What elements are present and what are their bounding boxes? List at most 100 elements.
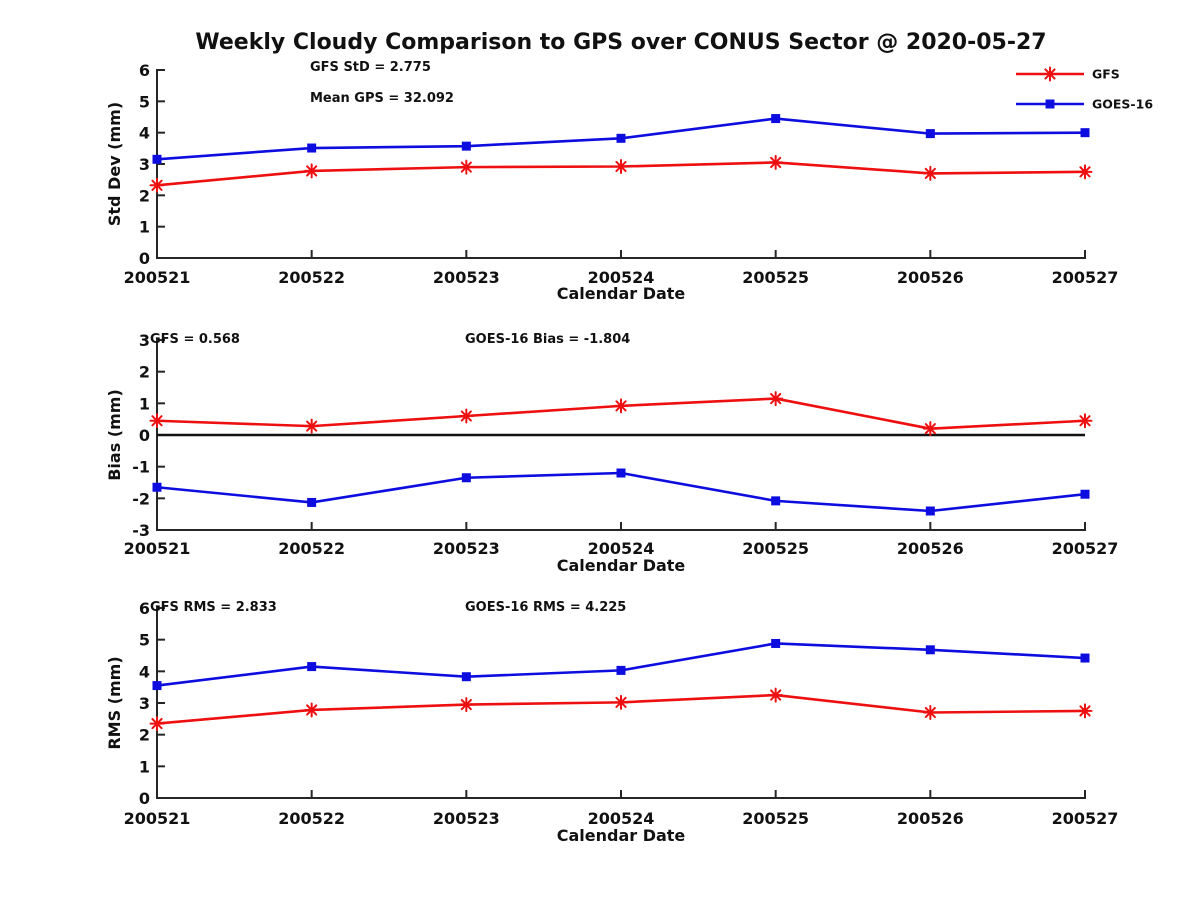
square-marker [925, 506, 935, 516]
square-marker [616, 133, 626, 143]
square-marker [771, 114, 781, 124]
square-marker [461, 473, 471, 483]
y-tick-label: 6 [139, 61, 150, 80]
asterisk-marker [149, 413, 165, 429]
square-marker [1080, 653, 1090, 663]
asterisk-marker [922, 165, 938, 181]
square-marker [152, 154, 162, 164]
asterisk-marker [304, 702, 320, 718]
legend-label: GFS [1092, 67, 1120, 82]
square-marker [307, 143, 317, 153]
chart-annotation: GOES-16 RMS = 4.225 [465, 600, 626, 615]
square-marker [307, 662, 317, 672]
asterisk-marker [768, 687, 784, 703]
x-tick-label: 200523 [433, 539, 500, 558]
series-line-goes-16 [156, 471, 1086, 513]
square-marker [307, 497, 317, 507]
y-axis-title: RMS (mm) [105, 656, 124, 749]
x-tick-label: 200521 [124, 809, 191, 828]
x-axis-title: Calendar Date [557, 826, 686, 845]
asterisk-marker [1077, 413, 1093, 429]
asterisk-marker [613, 694, 629, 710]
asterisk-marker [149, 177, 165, 193]
x-tick-label: 200523 [433, 268, 500, 287]
y-tick-label: 6 [139, 599, 150, 618]
x-tick-label: 200522 [278, 809, 345, 828]
square-marker [461, 672, 471, 682]
y-tick-label: -1 [132, 458, 150, 477]
square-marker [616, 468, 626, 478]
x-tick-label: 200524 [588, 809, 655, 828]
asterisk-marker [768, 154, 784, 170]
x-tick-label: 200526 [897, 809, 964, 828]
square-marker [925, 645, 935, 655]
chart-annotation: GOES-16 Bias = -1.804 [465, 332, 630, 347]
y-axis-title: Std Dev (mm) [105, 102, 124, 226]
square-marker [616, 665, 626, 675]
y-tick-label: 1 [139, 394, 150, 413]
y-tick-label: 3 [139, 331, 150, 350]
y-tick-label: -3 [132, 521, 150, 540]
square-marker [152, 482, 162, 492]
y-tick-label: 2 [139, 186, 150, 205]
x-tick-label: 200522 [278, 539, 345, 558]
asterisk-marker [304, 418, 320, 434]
chart-annotation: GFS = 0.568 [150, 332, 240, 347]
x-tick-label: 200526 [897, 539, 964, 558]
y-tick-label: 1 [139, 218, 150, 237]
y-tick-label: 4 [139, 124, 150, 143]
y-tick-label: 2 [139, 726, 150, 745]
series-line-goes-16 [156, 642, 1086, 687]
chart-annotation: GFS RMS = 2.833 [150, 600, 277, 615]
square-marker [152, 681, 162, 691]
asterisk-marker [304, 163, 320, 179]
x-tick-label: 200523 [433, 809, 500, 828]
y-tick-label: 1 [139, 757, 150, 776]
subplot-bias-mm-: -3 -2 -1 0 1 2 3 200521 200522 200523 200524 200525… [105, 331, 1118, 575]
x-tick-label: 200525 [742, 809, 809, 828]
chart-annotation: GFS StD = 2.775 [310, 60, 431, 75]
y-tick-label: 0 [139, 426, 150, 445]
square-marker [925, 129, 935, 139]
x-tick-label: 200527 [1052, 809, 1119, 828]
y-tick-label: 0 [139, 789, 150, 808]
legend-label: GOES-16 [1092, 97, 1153, 112]
figure-title: Weekly Cloudy Comparison to GPS over CON… [195, 30, 1047, 55]
y-tick-label: 5 [139, 92, 150, 111]
asterisk-marker [1077, 703, 1093, 719]
square-marker [1045, 99, 1055, 109]
asterisk-marker [768, 391, 784, 407]
chart-annotation: Mean GPS = 32.092 [310, 91, 454, 106]
y-tick-label: 0 [139, 249, 150, 268]
y-tick-label: 5 [139, 631, 150, 650]
x-tick-label: 200525 [742, 539, 809, 558]
y-tick-label: 3 [139, 694, 150, 713]
y-tick-label: 2 [139, 363, 150, 382]
x-tick-label: 200521 [124, 539, 191, 558]
legend: GFS GOES-16 [1016, 66, 1153, 112]
asterisk-marker [613, 159, 629, 175]
asterisk-marker [458, 408, 474, 424]
square-marker [771, 638, 781, 648]
x-tick-label: 200527 [1052, 268, 1119, 287]
x-axis-title: Calendar Date [557, 556, 686, 575]
y-tick-label: -2 [132, 489, 150, 508]
y-axis-title: Bias (mm) [105, 389, 124, 481]
asterisk-marker [1077, 164, 1093, 180]
x-tick-label: 200526 [897, 268, 964, 287]
square-marker [771, 496, 781, 506]
square-marker [1080, 489, 1090, 499]
asterisk-marker [458, 159, 474, 175]
x-tick-label: 200521 [124, 268, 191, 287]
subplot-std-dev-mm-: 0 1 2 3 4 5 6 200521 200522 200523 200524 200525 200… [105, 60, 1118, 303]
x-tick-label: 200524 [588, 268, 655, 287]
asterisk-marker [613, 398, 629, 414]
x-axis-title: Calendar Date [557, 284, 686, 303]
y-tick-label: 4 [139, 662, 150, 681]
asterisk-marker [922, 421, 938, 437]
square-marker [461, 141, 471, 151]
x-tick-label: 200525 [742, 268, 809, 287]
asterisk-marker [149, 716, 165, 732]
